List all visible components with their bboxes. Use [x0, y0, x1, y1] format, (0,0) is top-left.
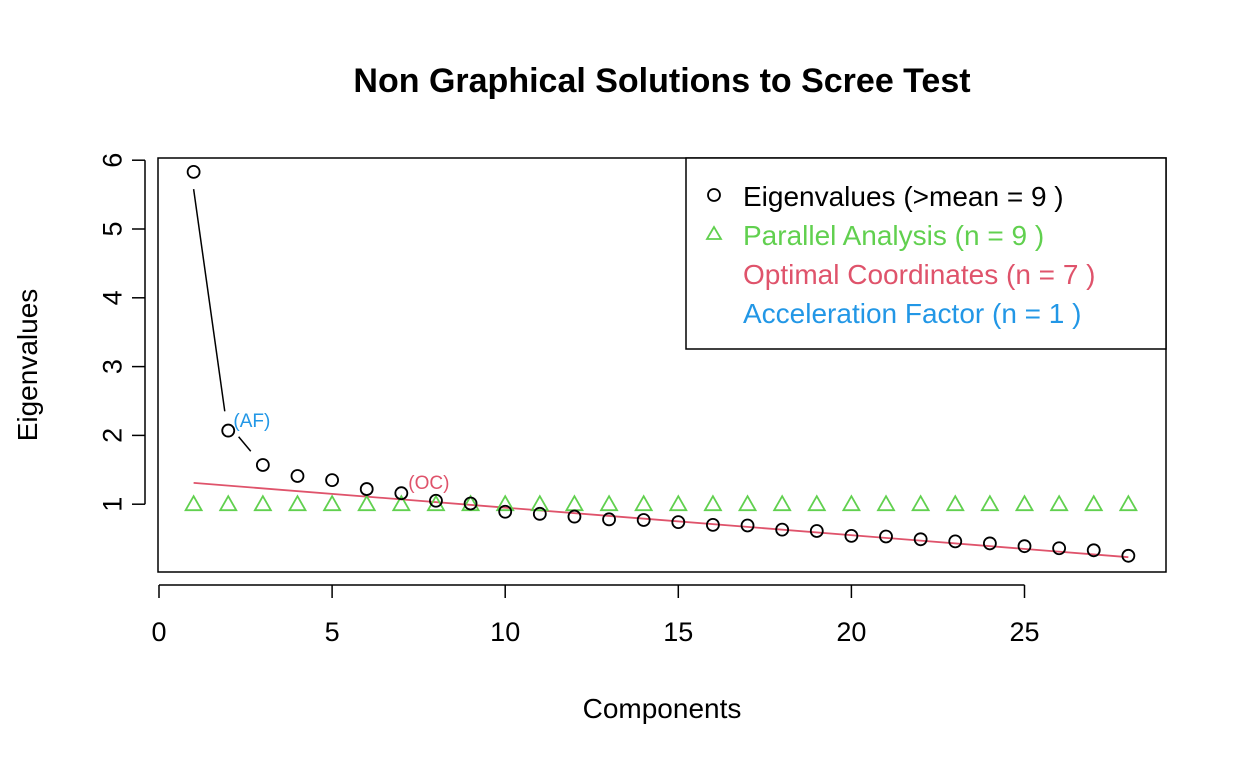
x-axis: 0 5 10 15 20 25 — [151, 584, 1040, 647]
parallel-analysis-point — [876, 494, 896, 512]
eigenvalue-point — [359, 482, 374, 496]
parallel-analysis-point — [634, 494, 654, 512]
eigenvalue-point — [671, 515, 686, 529]
eigenvalue-point — [290, 469, 305, 483]
parallel-analysis-point — [253, 494, 273, 512]
parallel-analysis-point — [911, 494, 931, 512]
y-tick-label: 5 — [97, 221, 127, 236]
eigenvalue-point — [1121, 548, 1136, 563]
y-axis-label: Eigenvalues — [12, 289, 43, 442]
parallel-analysis-point — [737, 494, 758, 512]
eigenvalue-point — [948, 534, 963, 549]
parallel-analysis-points — [184, 494, 1138, 512]
optimal-coordinates-line — [193, 481, 1129, 559]
eigenvalue-point — [1086, 543, 1101, 558]
parallel-analysis-point — [426, 494, 446, 512]
x-tick-label: 25 — [1009, 617, 1039, 647]
parallel-analysis-point — [772, 494, 792, 512]
parallel-analysis-point — [668, 494, 688, 512]
y-tick-label: 4 — [97, 290, 127, 305]
parallel-analysis-point — [530, 494, 550, 512]
x-tick-label: 20 — [836, 617, 866, 647]
annotations: (AF) (OC) — [233, 411, 449, 494]
oc-annotation: (OC) — [408, 473, 449, 494]
y-axis: 1 2 3 4 5 6 — [97, 153, 146, 512]
eigenvalue-point — [532, 506, 547, 521]
y-tick-label: 6 — [97, 153, 127, 168]
parallel-analysis-point — [322, 494, 342, 512]
eigenvalue-point — [463, 496, 478, 511]
plot-area-box — [157, 157, 1167, 573]
parallel-analysis-point — [807, 494, 827, 512]
x-tick-label: 0 — [151, 617, 166, 647]
parallel-analysis-point — [1118, 494, 1138, 512]
parallel-analysis-point — [980, 494, 1000, 512]
legend-parallel-marker — [705, 225, 723, 240]
eigenvalue-point — [255, 458, 270, 472]
eigenvalue-point — [636, 513, 651, 527]
acceleration-factor-segment — [192, 188, 226, 412]
eigenvalue-point — [844, 528, 859, 543]
eigenvalue-point — [325, 473, 340, 488]
eigenvalue-point — [429, 493, 443, 508]
acceleration-factor-segments — [192, 188, 252, 452]
eigenvalue-point — [775, 522, 790, 537]
parallel-analysis-point — [391, 494, 411, 512]
eigenvalue-point — [567, 509, 582, 524]
eigenvalue-point — [221, 423, 236, 438]
parallel-analysis-point — [495, 494, 515, 512]
eigenvalue-point — [1017, 539, 1032, 554]
x-tick-label: 15 — [663, 617, 693, 647]
x-axis-label: Components — [583, 693, 742, 724]
parallel-analysis-point — [1084, 494, 1104, 512]
parallel-analysis-point — [1049, 494, 1069, 512]
legend: Eigenvalues (>mean = 9 ) Parallel Analys… — [685, 157, 1167, 350]
eigenvalue-point — [394, 486, 409, 501]
parallel-analysis-point — [841, 494, 861, 512]
parallel-analysis-point — [287, 494, 308, 512]
eigenvalue-points — [186, 164, 1136, 563]
eigenvalue-point — [879, 529, 893, 544]
y-tick-label: 1 — [97, 497, 127, 512]
eigenvalue-point — [706, 517, 720, 532]
parallel-analysis-point — [599, 494, 619, 512]
legend-parallel-label: Parallel Analysis (n = 9 ) — [743, 220, 1044, 251]
eigenvalue-point — [982, 536, 997, 551]
y-tick-label: 2 — [97, 428, 127, 443]
eigenvalue-point — [186, 164, 201, 179]
eigenvalue-point — [809, 524, 824, 538]
x-tick-label: 10 — [490, 617, 520, 647]
legend-eigen-label: Eigenvalues (>mean = 9 ) — [743, 181, 1064, 212]
eigenvalue-point — [602, 512, 616, 527]
parallel-analysis-point — [703, 494, 723, 512]
af-annotation: (AF) — [233, 411, 270, 432]
legend-eigen-marker — [707, 188, 721, 202]
legend-box — [685, 157, 1167, 350]
parallel-analysis-point — [564, 494, 584, 512]
parallel-analysis-point — [218, 494, 238, 512]
eigenvalue-point — [913, 532, 928, 547]
parallel-analysis-point — [945, 494, 965, 512]
y-tick-label: 3 — [97, 359, 127, 374]
chart-title: Non Graphical Solutions to Scree Test — [353, 62, 970, 100]
optimal-coordinates-line-group — [193, 481, 1129, 559]
eigenvalue-point — [498, 504, 513, 519]
eigenvalue-point — [1052, 541, 1067, 556]
parallel-analysis-point — [184, 494, 204, 512]
parallel-analysis-point — [357, 494, 377, 512]
acceleration-factor-segment — [238, 436, 252, 452]
x-tick-label: 5 — [325, 617, 340, 647]
parallel-analysis-point — [1014, 494, 1035, 512]
legend-acceleration-label: Acceleration Factor (n = 1 ) — [743, 298, 1081, 329]
legend-optimal-label: Optimal Coordinates (n = 7 ) — [743, 259, 1096, 290]
eigenvalue-point — [740, 518, 755, 533]
